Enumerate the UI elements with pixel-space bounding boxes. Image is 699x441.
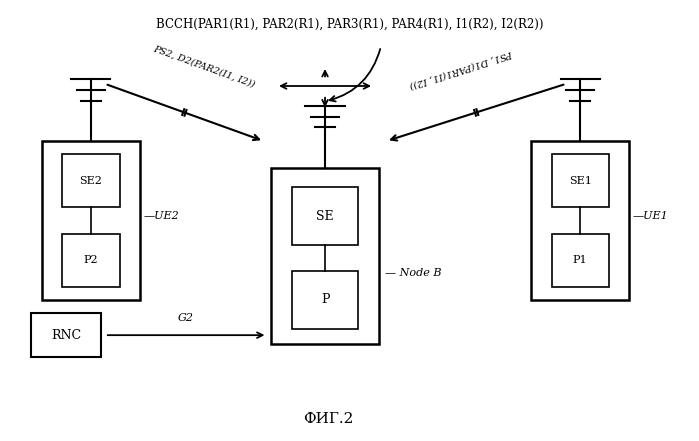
Text: G2: G2 [178,313,194,322]
Text: SE2: SE2 [80,176,102,186]
Text: RNC: RNC [51,329,82,342]
Text: ФИГ.2: ФИГ.2 [303,412,354,426]
Bar [62,154,120,207]
Text: P1: P1 [573,255,587,265]
Bar [292,271,358,329]
Text: P2: P2 [84,255,98,265]
Bar [292,187,358,245]
Text: PS1, D1(PAR1(I1, I2)): PS1, D1(PAR1(I1, I2)) [409,48,514,90]
Text: SE1: SE1 [569,176,591,186]
Text: —UE1: —UE1 [633,211,668,221]
Bar [531,141,629,300]
Text: SE: SE [316,209,334,223]
Text: — Node B: — Node B [384,269,441,278]
Bar [42,141,140,300]
Text: PS2, D2(PAR2(I1, I2)): PS2, D2(PAR2(I1, I2)) [152,45,256,90]
Bar [62,234,120,287]
Bar [552,234,609,287]
Bar [552,154,609,207]
Bar [271,168,379,344]
Text: —UE2: —UE2 [143,211,179,221]
Text: P: P [321,293,329,306]
Text: BCCH(PAR1(R1), PAR2(R1), PAR3(R1), PAR4(R1), I1(R2), I2(R2)): BCCH(PAR1(R1), PAR2(R1), PAR3(R1), PAR4(… [156,18,543,31]
Bar [31,313,101,357]
